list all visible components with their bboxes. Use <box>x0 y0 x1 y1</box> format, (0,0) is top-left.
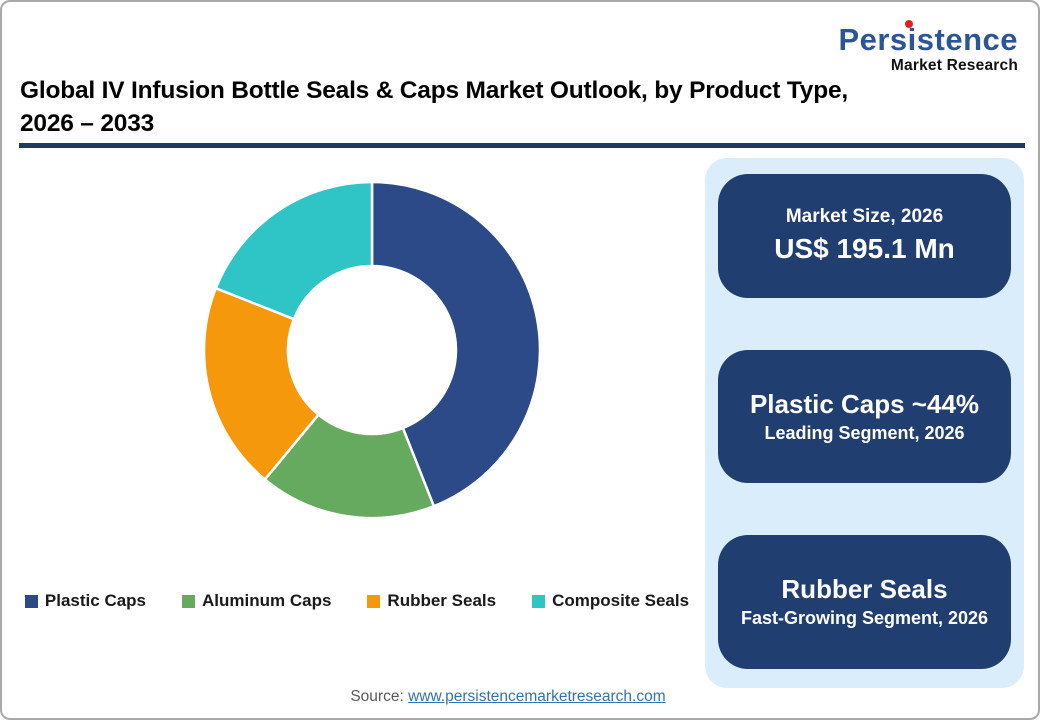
donut-segment-plastic-caps <box>370 180 542 508</box>
legend-label: Composite Seals <box>552 591 690 610</box>
fast-growing-segment-card-caption: Fast-Growing Segment, 2026 <box>740 608 989 629</box>
title-underline-rule <box>19 143 1025 148</box>
info-panel: Market Size, 2026 US$ 195.1 Mn Plastic C… <box>705 158 1024 688</box>
leading-segment-card: Plastic Caps ~44% Leading Segment, 2026 <box>718 350 1011 483</box>
donut-segment-rubber-seals <box>202 286 320 481</box>
chart-legend: Plastic Caps Aluminum Caps Rubber Seals … <box>2 591 712 611</box>
donut-segment-composite-seals <box>214 180 374 321</box>
leading-segment-card-value: Plastic Caps ~44% <box>749 388 980 419</box>
legend-label: Aluminum Caps <box>202 591 332 610</box>
legend-swatch-icon <box>24 594 38 608</box>
legend-swatch-icon <box>367 594 381 608</box>
leading-segment-card-caption: Leading Segment, 2026 <box>764 422 965 443</box>
logo-red-dot-icon <box>904 20 913 28</box>
legend-item-composite-seals: Composite Seals <box>532 591 689 611</box>
title-line-1: Global IV Infusion Bottle Seals & Caps M… <box>20 77 848 104</box>
legend-swatch-icon <box>532 594 546 608</box>
legend-label: Rubber Seals <box>387 591 497 610</box>
legend-item-aluminum-caps: Aluminum Caps <box>182 591 331 611</box>
legend-swatch-icon <box>182 594 196 608</box>
logo-subtitle: Market Research <box>890 57 1018 74</box>
title-line-2: 2026 – 2033 <box>20 110 155 137</box>
logo-wordmark: Persistence <box>838 22 1018 57</box>
source-label: Source: <box>350 688 404 705</box>
source-link[interactable]: www.persistencemarketresearch.com <box>408 688 666 705</box>
donut-segment-aluminum-caps <box>263 413 436 520</box>
page-title: Global IV Infusion Bottle Seals & Caps M… <box>20 74 1025 140</box>
fast-growing-segment-card: Rubber Seals Fast-Growing Segment, 2026 <box>718 535 1011 669</box>
logo: Persistence Market Research <box>838 20 1018 74</box>
donut-chart-area <box>172 150 572 550</box>
fast-growing-segment-card-value: Rubber Seals <box>781 574 948 605</box>
donut-chart <box>202 180 542 520</box>
legend-label: Plastic Caps <box>44 591 147 610</box>
source-note: Source: www.persistencemarketresearch.co… <box>2 688 1014 706</box>
legend-item-rubber-seals: Rubber Seals <box>367 591 496 611</box>
market-size-card: Market Size, 2026 US$ 195.1 Mn <box>718 174 1011 298</box>
market-size-card-value: US$ 195.1 Mn <box>774 233 955 265</box>
market-size-card-title: Market Size, 2026 <box>785 206 944 228</box>
legend-item-plastic-caps: Plastic Caps <box>24 591 147 611</box>
